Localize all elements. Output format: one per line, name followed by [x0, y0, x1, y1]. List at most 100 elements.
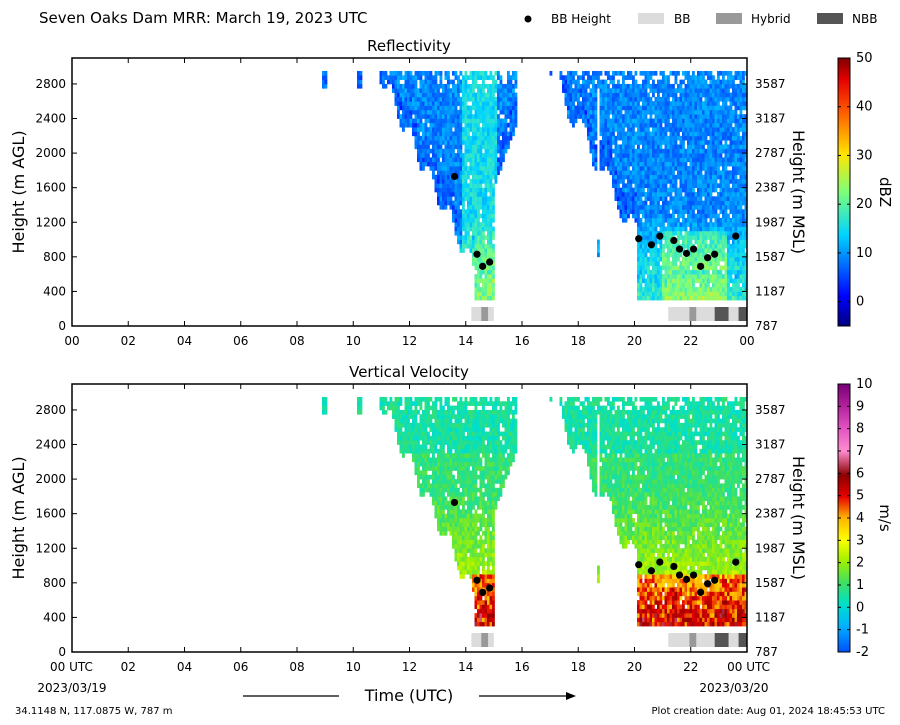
field-cell [684, 287, 688, 292]
field-cell [637, 213, 640, 219]
field-cell [644, 291, 648, 297]
field-cell [474, 265, 478, 271]
field-cell [717, 88, 720, 93]
field-cell [454, 70, 458, 76]
field-cell [709, 291, 713, 297]
field-cell [717, 83, 720, 89]
field-cell [469, 217, 473, 223]
field-cell [617, 88, 620, 93]
field-cell [684, 135, 688, 141]
field-cell [742, 261, 745, 266]
field-cell [742, 192, 745, 197]
field-cell [434, 457, 438, 463]
field-cell [439, 526, 443, 532]
field-cell [609, 118, 613, 124]
field-cell [424, 88, 428, 93]
field-cell [492, 217, 495, 223]
field-cell [634, 183, 638, 189]
field-cell [407, 396, 410, 402]
field-cell [404, 109, 408, 115]
field-cell [744, 295, 747, 301]
field-cell [687, 127, 690, 132]
field-cell [699, 239, 703, 245]
field-cell [489, 109, 493, 115]
field-cell [659, 174, 663, 180]
field-cell [637, 122, 640, 128]
field-cell [584, 114, 588, 119]
field-cell [439, 96, 443, 102]
field-cell [704, 239, 708, 245]
field-cell [697, 274, 700, 279]
field-cell [492, 256, 495, 262]
field-cell [734, 187, 738, 193]
field-cell [459, 574, 463, 579]
field-cell [737, 75, 740, 80]
field-cell [639, 166, 643, 171]
field-cell [639, 157, 643, 163]
field-cell [649, 230, 653, 236]
field-cell [649, 248, 653, 253]
field-cell [602, 109, 605, 115]
field-cell [697, 83, 700, 89]
field-cell [464, 192, 468, 197]
field-cell [592, 109, 595, 115]
field-cell [604, 70, 608, 76]
field-cell [707, 96, 710, 102]
field-cell [449, 135, 453, 141]
field-cell [449, 435, 453, 441]
field-cell [437, 457, 440, 463]
field-cell [447, 144, 450, 150]
field-cell [504, 88, 508, 93]
field-cell [679, 230, 683, 236]
field-cell [692, 166, 695, 171]
reflectivity-ytick-label: 2400 [35, 112, 66, 126]
field-cell [472, 261, 475, 266]
field-cell [437, 135, 440, 141]
field-cell [447, 101, 450, 106]
field-cell [454, 105, 458, 111]
field-cell [432, 166, 435, 171]
field-cell [459, 479, 463, 484]
field-cell [727, 235, 730, 240]
field-cell [474, 282, 478, 288]
field-cell [412, 427, 415, 432]
field-cell [619, 92, 623, 98]
field-cell [379, 401, 383, 406]
field-cell [652, 252, 655, 258]
field-cell [662, 187, 665, 193]
field-cell [732, 200, 735, 206]
field-cell [444, 109, 448, 115]
field-cell [614, 166, 618, 171]
field-cell [452, 457, 455, 463]
field-cell [704, 243, 708, 249]
field-cell [717, 217, 720, 223]
field-cell [492, 122, 495, 128]
field-cell [492, 226, 495, 232]
field-cell [482, 109, 485, 115]
field-cell [499, 118, 503, 124]
field-cell [357, 75, 360, 80]
field-cell [697, 88, 700, 93]
field-cell [647, 79, 650, 85]
field-cell [744, 135, 747, 141]
field-cell [597, 248, 600, 253]
field-cell [592, 75, 595, 80]
field-cell [607, 114, 610, 119]
field-cell [739, 295, 743, 301]
field-cell [437, 526, 440, 532]
field-cell [617, 101, 620, 106]
field-cell [659, 109, 663, 115]
field-cell [664, 109, 668, 115]
field-cell [714, 278, 718, 284]
field-cell [462, 105, 465, 111]
field-cell [477, 200, 480, 206]
field-cell [439, 422, 443, 428]
field-cell [647, 92, 650, 98]
field-cell [614, 101, 618, 106]
reflectivity-ytick-label: 800 [43, 250, 66, 264]
field-cell [512, 118, 515, 124]
field-cell [417, 453, 420, 458]
field-cell [612, 75, 615, 80]
field-cell [429, 166, 433, 171]
field-cell [459, 217, 463, 223]
